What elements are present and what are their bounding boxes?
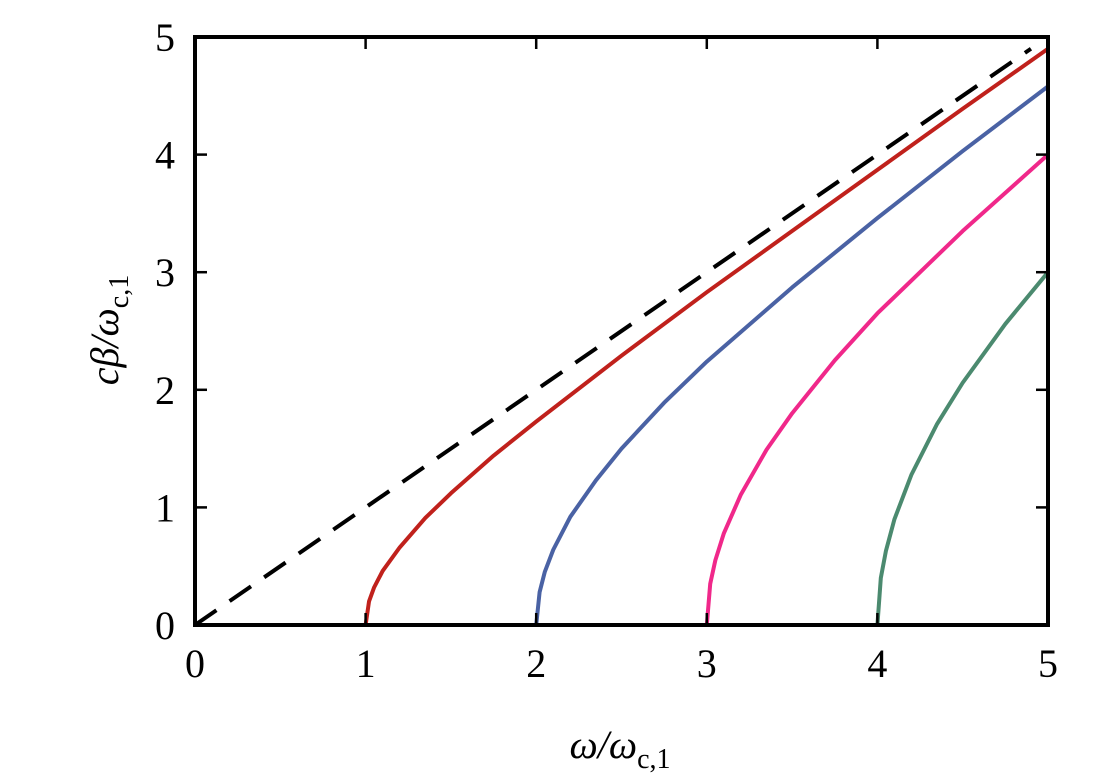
- y-tick-label: 2: [155, 368, 175, 413]
- y-tick-label: 1: [155, 485, 175, 530]
- x-axis-label: ω/ωc,1: [569, 722, 670, 775]
- x-tick-label: 2: [526, 641, 546, 686]
- x-tick-label: 3: [697, 641, 717, 686]
- x-label-sub: c,1: [637, 744, 670, 775]
- x-tick-label: 5: [1038, 641, 1058, 686]
- y-tick-label: 0: [155, 603, 175, 648]
- y-tick-label: 3: [155, 250, 175, 295]
- x-tick-label: 4: [867, 641, 887, 686]
- series-line: [193, 47, 1033, 627]
- series-line: [363, 47, 1050, 626]
- y-axis-label: cβ/ωc,1: [82, 275, 135, 385]
- series-line: [704, 153, 1050, 626]
- x-tick-label: 0: [185, 641, 205, 686]
- plot-frame: [193, 35, 1050, 627]
- y-tick-label: 4: [155, 133, 175, 178]
- x-label-main: ω/ω: [569, 722, 637, 767]
- series-line: [534, 84, 1050, 626]
- y-label-sub: c,1: [104, 275, 135, 308]
- y-tick-label: 5: [155, 15, 175, 60]
- x-tick-label: 1: [356, 641, 376, 686]
- series-line: [875, 270, 1050, 626]
- y-label-main: cβ/ω: [82, 308, 127, 385]
